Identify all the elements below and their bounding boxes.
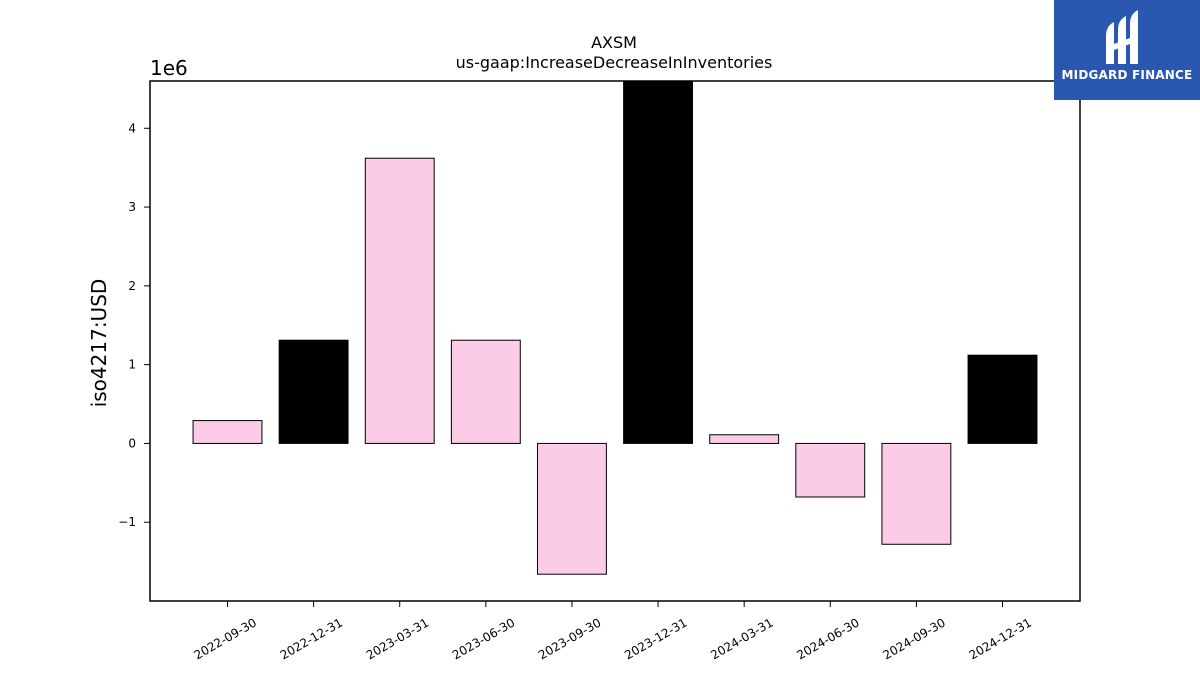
plot-frame — [149, 80, 1081, 602]
x-tick-label: 2024-03-31 — [708, 615, 775, 662]
x-tick-label: 2023-03-31 — [364, 615, 431, 662]
midgard-finance-logo: MIDGARD FINANCE — [1054, 0, 1200, 100]
y-tick-label: 4 — [128, 121, 136, 135]
logo-text: MIDGARD FINANCE — [1061, 68, 1193, 82]
y-tick-label: −1 — [118, 515, 136, 529]
y-axis-ticks: −1 0 1 2 3 4 — [118, 121, 150, 529]
bar-2024-06-30 — [795, 442, 866, 498]
bar-2023-09-30 — [537, 442, 607, 575]
y-axis-offset-label: 1e6 — [150, 56, 188, 80]
y-tick-label: 3 — [128, 200, 136, 214]
y-tick-label: 2 — [128, 279, 136, 293]
midgard-logo-icon — [1106, 10, 1138, 64]
y-tick-label: 0 — [128, 436, 136, 450]
y-tick-label: 1 — [128, 358, 136, 372]
x-tick-label: 2024-06-30 — [794, 615, 861, 662]
chart-title: AXSM — [591, 33, 637, 52]
bar-2022-12-31 — [278, 339, 349, 444]
bar-2023-06-30 — [450, 339, 521, 444]
x-tick-label: 2024-09-30 — [880, 615, 947, 662]
x-tick-label: 2023-06-30 — [450, 615, 517, 662]
y-axis-label: iso4217:USD — [87, 279, 111, 408]
chart-subtitle: us-gaap:IncreaseDecreaseInInventories — [456, 53, 773, 72]
x-tick-label: 2022-12-31 — [278, 615, 345, 662]
x-tick-label: 2024-12-31 — [967, 615, 1034, 662]
bar-2022-09-30 — [192, 420, 263, 444]
x-tick-label: 2023-12-31 — [622, 615, 689, 662]
bar-2023-03-31 — [364, 157, 435, 444]
bars-group — [192, 80, 1038, 575]
x-tick-label: 2023-09-30 — [536, 615, 603, 662]
bar-2023-12-31 — [623, 80, 693, 444]
bar-2024-03-31 — [709, 434, 780, 444]
x-tick-label: 2022-09-30 — [192, 615, 259, 662]
bar-2024-09-30 — [881, 442, 952, 545]
x-axis-ticks: 2022-09-30 2022-12-31 2023-03-31 2023-06-30… — [192, 601, 1034, 662]
bar-2024-12-31 — [967, 354, 1038, 444]
